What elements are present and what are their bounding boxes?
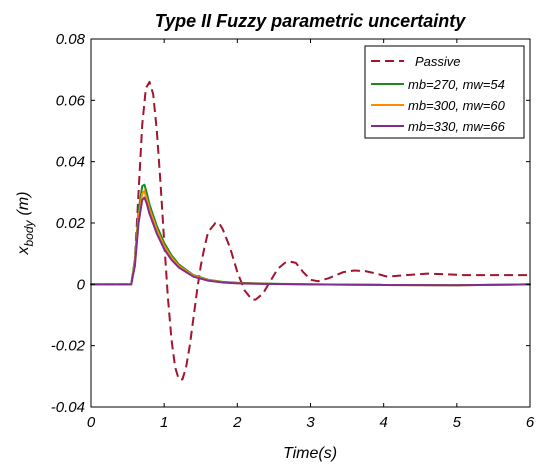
legend-label-mb270: mb=270, mw=54 — [408, 77, 505, 92]
legend-label-passive: Passive — [415, 54, 461, 69]
y-tick-label: -0.04 — [51, 399, 85, 416]
y-tick-label: -0.02 — [51, 338, 86, 355]
series-layer — [90, 80, 531, 381]
legend: Passive mb=270, mw=54 mb=300, mw=60 mb=3… — [364, 45, 525, 139]
series-line-0 — [91, 80, 530, 381]
x-tick-label: 4 — [379, 414, 387, 431]
y-tick-label: 0.04 — [56, 154, 85, 171]
y-axis-label-main: x — [15, 246, 32, 256]
x-tick-label: 1 — [160, 414, 168, 431]
x-axis-label: Time(s) — [283, 445, 337, 462]
legend-label-mb300: mb=300, mw=60 — [408, 98, 506, 113]
y-axis-label-unit: (m) — [15, 191, 32, 215]
y-axis-label: xbody (m) — [15, 191, 36, 255]
ticks-layer: 0 1 2 3 4 5 6 -0.04 -0.02 0 0.02 0.04 0.06 0.08 — [51, 31, 535, 431]
y-tick-label: 0.08 — [56, 31, 86, 48]
x-tick-label: 6 — [526, 414, 535, 431]
x-tick-label: 0 — [87, 414, 96, 431]
x-tick-label: 5 — [453, 414, 462, 431]
x-tick-label: 2 — [232, 414, 242, 431]
x-tick-label: 3 — [306, 414, 315, 431]
y-tick-label: 0 — [77, 276, 86, 293]
legend-label-mb330: mb=330, mw=66 — [408, 119, 506, 134]
y-axis-label-sub: body — [22, 219, 36, 246]
series-line-3 — [90, 196, 531, 287]
y-tick-label: 0.06 — [56, 92, 86, 109]
chart-title: Type II Fuzzy parametric uncertainty — [155, 11, 466, 31]
y-tick-label: 0.02 — [56, 215, 86, 232]
